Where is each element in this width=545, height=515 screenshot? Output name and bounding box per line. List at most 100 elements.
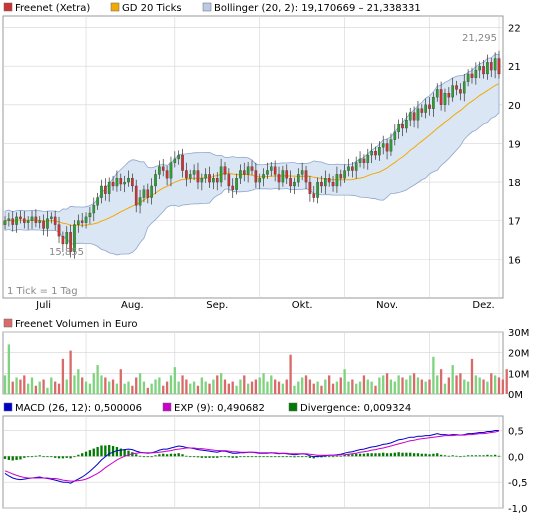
divergence-bar [84, 451, 88, 457]
candle-body [123, 181, 126, 185]
volume-bar [501, 379, 505, 394]
candle-body [22, 218, 26, 223]
price-x-tick-label: Juli [35, 300, 51, 311]
price-y-tick-label: 16 [508, 255, 521, 266]
legend-swatch-bollinger [202, 2, 212, 12]
divergence-bar [447, 455, 450, 457]
divergence-bar [254, 456, 258, 458]
divergence-bar [331, 456, 335, 458]
divergence-bar [416, 453, 420, 457]
volume-bar [30, 377, 34, 394]
divergence-bar [92, 448, 95, 457]
candle-body [11, 218, 15, 225]
divergence-bar [466, 455, 470, 457]
volume-bar [231, 381, 234, 394]
candle-body [188, 174, 192, 179]
divergence-bar [324, 456, 327, 458]
divergence-bar [177, 453, 180, 457]
price-x-axis: Juli Aug. Sep. Okt. Nov. Dez. [35, 300, 495, 311]
candle-body [424, 104, 427, 113]
volume-bar [277, 381, 281, 394]
candle-body [104, 185, 107, 194]
divergence-bar [474, 455, 478, 457]
volume-bar [416, 377, 420, 394]
legend-label-bollinger: Bollinger (20, 2): 19,170669 – 21,338331 [214, 3, 421, 14]
volume-bar [436, 375, 439, 394]
volume-bar [466, 381, 470, 394]
divergence-bar [250, 456, 254, 458]
volume-bar [219, 373, 223, 394]
candle-body [428, 104, 431, 109]
volume-bar [405, 379, 408, 394]
volume-bar [474, 375, 478, 394]
volume-bar [239, 379, 242, 394]
volume-bar [409, 375, 412, 394]
divergence-bar [409, 452, 412, 457]
candle-body [493, 58, 497, 71]
candle-body [107, 181, 111, 194]
volume-bar [397, 375, 400, 394]
volume-bar [100, 375, 103, 394]
candle-body [65, 232, 69, 245]
volume-bar [34, 385, 38, 394]
volume-bars [3, 344, 508, 394]
candle-body [466, 73, 470, 82]
candle-body [289, 178, 292, 187]
candle-body [100, 185, 103, 198]
volume-bar [366, 379, 369, 394]
candle-body [208, 174, 211, 183]
volume-bar [46, 387, 49, 394]
volume-bar [131, 385, 134, 394]
volume-bar [378, 377, 381, 394]
volume-bar [216, 375, 219, 394]
volume-bar [301, 377, 304, 394]
candle-body [246, 166, 250, 175]
volume-bar [273, 379, 277, 394]
divergence-bar [81, 453, 84, 457]
volume-bar [246, 383, 250, 394]
candle-body [451, 85, 454, 98]
macd-y-tick-label: -0,5 [508, 478, 528, 489]
volume-bar [26, 383, 30, 394]
candle-body [84, 216, 88, 223]
candle-body [343, 170, 346, 179]
candle-body [169, 162, 173, 179]
volume-bar [54, 381, 57, 394]
legend-swatch-price [3, 2, 13, 12]
divergence-bar [123, 449, 126, 457]
divergence-bar [142, 456, 146, 458]
divergence-bar [370, 453, 373, 457]
candle-body [327, 178, 331, 183]
candle-body [374, 151, 377, 156]
candle-body [420, 108, 424, 113]
divergence-bar [115, 447, 119, 457]
macd-y-axis: 0,5 0,0 -0,5 -1,0 [508, 426, 528, 515]
volume-bar [162, 385, 165, 394]
candle-body [61, 236, 65, 245]
candle-body [239, 170, 242, 179]
volume-bar [424, 381, 427, 394]
candle-body [281, 170, 285, 183]
divergence-bar [154, 455, 157, 457]
volume-bar [420, 379, 423, 394]
candle-body [339, 174, 343, 179]
macd-legend-swatch [3, 402, 13, 412]
volume-y-tick-label: 20M [508, 349, 529, 360]
candle-body [262, 174, 265, 179]
volume-bar [285, 379, 288, 394]
divergence-bar [439, 454, 443, 457]
volume-bar [223, 379, 227, 394]
volume-bar [374, 385, 377, 394]
candle-body [385, 143, 389, 152]
volume-bar [293, 385, 296, 394]
candle-body [381, 143, 385, 148]
volume-bar [173, 367, 176, 394]
candle-body [308, 181, 312, 194]
high-annotation: 21,295 [462, 33, 497, 44]
candle-body [34, 216, 38, 223]
volume-bar [490, 373, 493, 394]
divergence-bar [185, 455, 188, 457]
volume-panel: Freenet Volumen in Euro 30M 20M 10M 0M [2, 318, 529, 401]
divergence-bar [200, 456, 203, 458]
volume-bar [50, 377, 53, 394]
